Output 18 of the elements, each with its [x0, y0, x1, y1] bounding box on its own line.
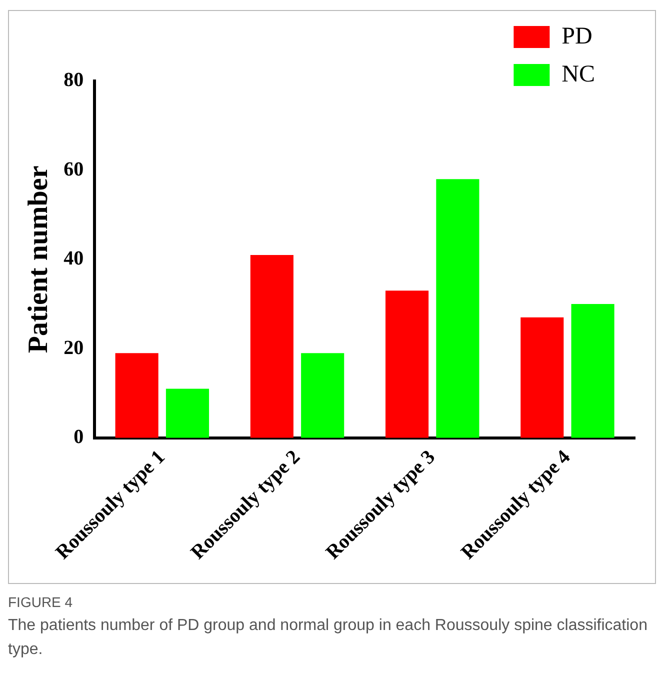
y-tick-label: 60	[64, 158, 84, 180]
legend-label: NC	[562, 61, 596, 88]
y-tick-label: 80	[64, 69, 84, 92]
bar	[571, 304, 614, 438]
bar	[385, 290, 429, 438]
legend-label: PD	[562, 23, 592, 50]
bar	[301, 353, 344, 438]
bar	[520, 317, 564, 438]
y-tick-label: 0	[74, 426, 84, 448]
bar	[166, 388, 210, 438]
bar	[436, 179, 480, 438]
y-tick-label: 20	[64, 336, 84, 359]
y-tick-label: 40	[64, 248, 84, 270]
bar	[250, 254, 294, 438]
y-axis-title: Patient number	[23, 166, 54, 354]
bar	[115, 353, 158, 438]
text: The patients number of PD group and normal group in each Roussouly spine classification type.	[8, 616, 648, 660]
caption: FIGURE 4	[8, 594, 74, 610]
